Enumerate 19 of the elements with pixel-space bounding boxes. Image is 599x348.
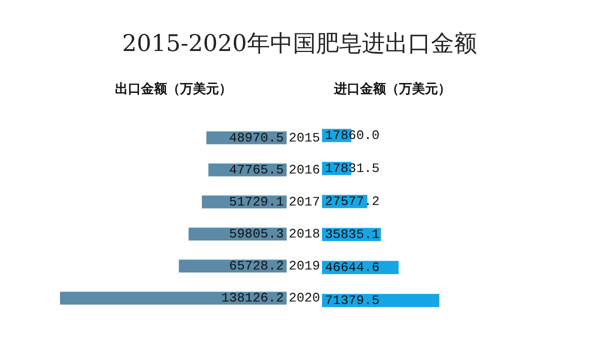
data-label: 138126.2 bbox=[221, 290, 284, 306]
y-tick-label: 2016 bbox=[288, 162, 320, 178]
data-label: 46644.6 bbox=[325, 260, 380, 275]
chart-subtitle: 出口金额（万美元） bbox=[115, 80, 232, 98]
chart-title: 2015-2020年中国肥皂进出口金额 bbox=[121, 30, 478, 59]
y-tick-label: 2017 bbox=[288, 194, 320, 210]
chart-subtitle: 进口金额（万美元） bbox=[334, 80, 451, 98]
data-label: 59805.3 bbox=[229, 226, 284, 242]
bar bbox=[60, 292, 287, 305]
data-label: 48970.5 bbox=[229, 130, 284, 146]
data-label: 47765.5 bbox=[229, 162, 284, 178]
y-tick-label: 2015 bbox=[288, 130, 320, 146]
data-label: 51729.1 bbox=[229, 194, 284, 210]
y-tick-label: 2020 bbox=[288, 290, 320, 306]
data-label: 71379.5 bbox=[325, 292, 380, 308]
y-tick-label: 2019 bbox=[288, 258, 320, 274]
y-tick-label: 2018 bbox=[288, 226, 320, 242]
data-label: 35835.1 bbox=[325, 226, 380, 242]
data-label: 65728.2 bbox=[229, 258, 284, 274]
